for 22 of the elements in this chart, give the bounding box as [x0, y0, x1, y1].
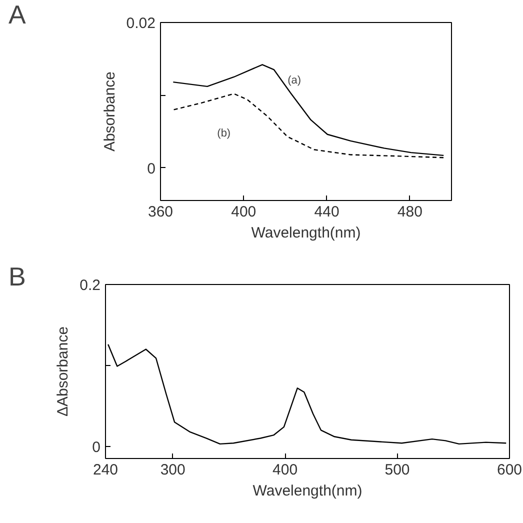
- x-axis-title: Wavelength(nm): [251, 224, 361, 242]
- x-axis-title: Wavelength(nm): [252, 482, 362, 500]
- x-tick-label: 440: [314, 204, 340, 220]
- x-tick-label: 500: [384, 462, 410, 478]
- line-series: [107, 344, 507, 445]
- x-tick-label: 400: [231, 204, 256, 220]
- text: (b): [217, 128, 231, 140]
- y-axis-title: ΔAbsorbance: [54, 326, 72, 417]
- x-tick-label: 240: [92, 462, 118, 478]
- x-tick-label: 400: [272, 462, 298, 478]
- y-tick-label: 0.2: [80, 277, 101, 294]
- y-tick-label: 0.02: [126, 15, 156, 32]
- y-axis-title: Absorbance: [101, 71, 118, 152]
- series-label: (a): [288, 74, 302, 87]
- chart-title: B: [8, 262, 26, 292]
- chart-title: A: [8, 0, 26, 30]
- x-tick-label: 600: [496, 462, 522, 478]
- x-tick-label: 480: [397, 204, 422, 220]
- y-tick-label: 0: [92, 438, 100, 456]
- x-tick-label: 360: [148, 204, 174, 220]
- y-tick-label: 0: [147, 160, 156, 178]
- x-tick-label: 300: [160, 462, 186, 478]
